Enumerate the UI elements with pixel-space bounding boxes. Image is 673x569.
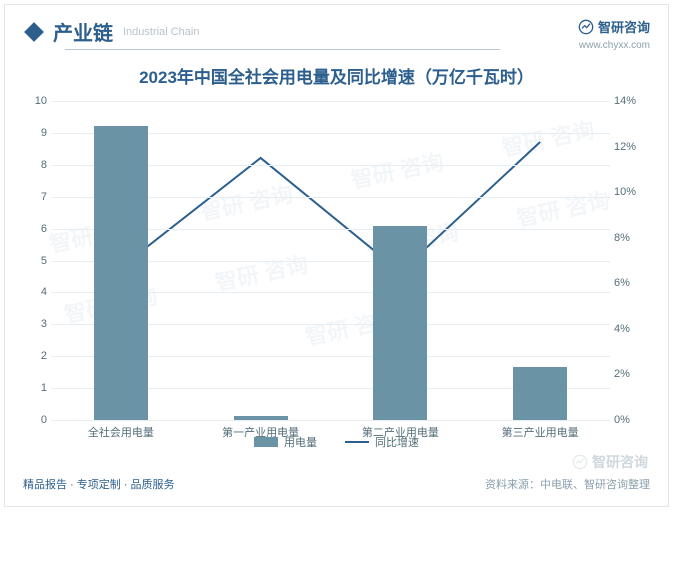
chart-area: 0123456789100%2%4%6%8%10%12%14%全社会用电量第一产… [51,101,610,420]
legend-line-label: 同比增速 [375,434,419,450]
bar [373,226,427,420]
legend-line: 同比增速 [345,434,419,450]
y-left-tick: 10 [25,95,47,107]
gridline [51,101,610,102]
y-right-tick: 0% [614,414,650,426]
section-title-en: Industrial Chain [123,26,199,38]
diamond-icon [24,22,44,42]
chart-title: 2023年中国全社会用电量及同比增速（万亿千瓦时） [5,63,668,88]
watermark-icon [572,454,588,470]
watermark-text: 智研咨询 [592,452,648,472]
brand-icon [578,19,594,35]
y-right-tick: 12% [614,141,650,153]
y-right-tick: 6% [614,277,650,289]
y-right-tick: 4% [614,323,650,335]
legend-bar-label: 用电量 [284,434,317,450]
gridline [51,420,610,421]
legend: 用电量 同比增速 [5,434,668,450]
y-left-tick: 8 [25,159,47,171]
bar [94,126,148,420]
y-left-tick: 1 [25,382,47,394]
section-title-cn: 产业链 [53,17,113,46]
bar-swatch [254,437,278,447]
footer-source: 资料来源：中电联、智研咨询整理 [485,476,650,492]
footer: 精品报告 · 专项定制 · 品质服务 资料来源：中电联、智研咨询整理 [23,476,650,492]
y-left-tick: 4 [25,286,47,298]
legend-bar: 用电量 [254,434,317,450]
y-left-tick: 0 [25,414,47,426]
growth-line [121,142,540,272]
line-swatch [345,441,369,443]
y-left-tick: 5 [25,255,47,267]
brand: 智研咨询 [578,17,650,36]
y-right-tick: 14% [614,95,650,107]
brand-url: www.chyxx.com [578,40,650,51]
y-left-tick: 2 [25,350,47,362]
y-right-tick: 2% [614,368,650,380]
y-right-tick: 8% [614,232,650,244]
header-divider [65,49,500,50]
header-right: 智研咨询 www.chyxx.com [578,17,650,51]
bar [513,367,567,420]
y-left-tick: 6 [25,223,47,235]
y-left-tick: 9 [25,127,47,139]
header: 产业链 Industrial Chain 智研咨询 www.chyxx.com [23,17,650,57]
bar [234,416,288,420]
watermark-bottom-right: 智研咨询 [572,452,648,472]
brand-text: 智研咨询 [598,17,650,36]
outer-frame: 智研 咨询智研 咨询智研 咨询 智研 咨询智研 咨询智研 咨询 智研 咨询智研 … [4,4,669,507]
header-left: 产业链 Industrial Chain [23,17,650,46]
y-right-tick: 10% [614,186,650,198]
y-left-tick: 3 [25,318,47,330]
y-left-tick: 7 [25,191,47,203]
plot-area: 0123456789100%2%4%6%8%10%12%14%全社会用电量第一产… [51,101,610,420]
footer-left: 精品报告 · 专项定制 · 品质服务 [23,476,175,492]
